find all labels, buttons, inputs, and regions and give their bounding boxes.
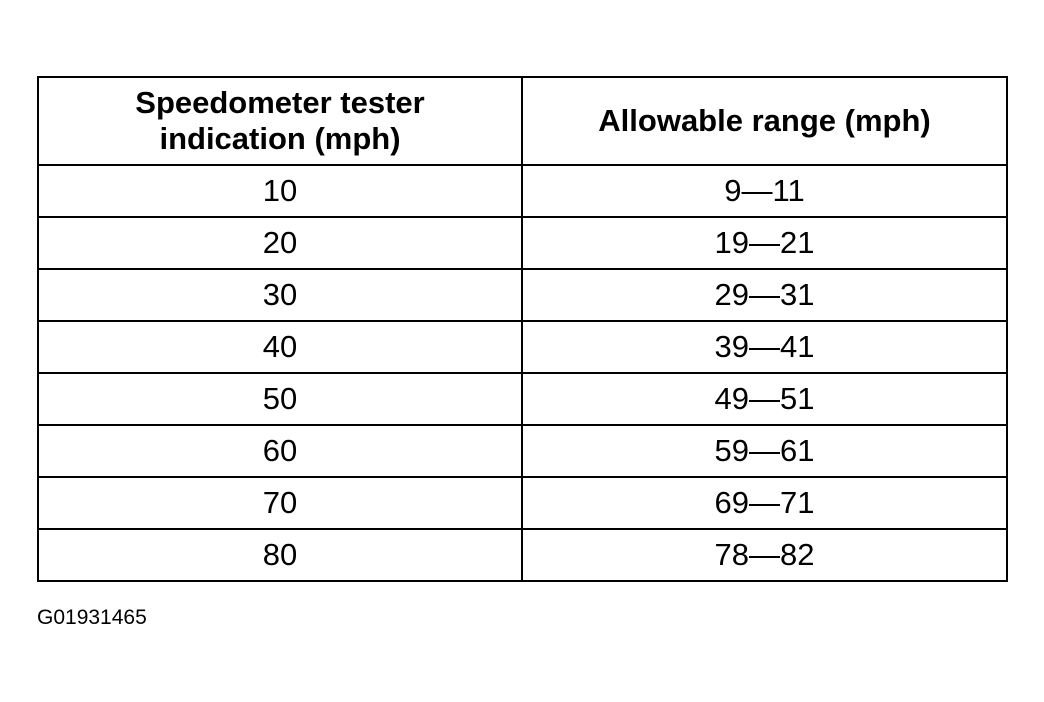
speed-cell: 60 <box>37 424 523 478</box>
range-cell: 78—82 <box>521 528 1008 582</box>
header-cell: Allowable range (mph) <box>521 76 1008 166</box>
table-row: 60 59—61 <box>37 424 1008 478</box>
speed-cell: 20 <box>37 216 523 270</box>
table-row: 10 9—11 <box>37 164 1008 218</box>
speed-cell: 50 <box>37 372 523 426</box>
range-cell: 9—11 <box>521 164 1008 218</box>
table-row: 80 78—82 <box>37 528 1008 582</box>
header-text: Speedometer tester indication (mph) <box>135 85 425 156</box>
range-cell: 49—51 <box>521 372 1008 426</box>
range-cell: 59—61 <box>521 424 1008 478</box>
range-cell: 39—41 <box>521 320 1008 374</box>
spec-table: Speedometer tester indication (mph) Allo… <box>37 76 1008 582</box>
table-row: 50 49—51 <box>37 372 1008 426</box>
header-cell: Speedometer tester indication (mph) <box>37 76 523 166</box>
speed-cell: 80 <box>37 528 523 582</box>
header-row: Speedometer tester indication (mph) Allo… <box>37 76 1008 166</box>
table-row: 70 69—71 <box>37 476 1008 530</box>
speed-cell: 40 <box>37 320 523 374</box>
table-body: 10 9—11 20 19—21 30 29—31 40 39—41 50 49—51 60 59—6… <box>37 164 1008 582</box>
table-row: 40 39—41 <box>37 320 1008 374</box>
table-header: Speedometer tester indication (mph) Allo… <box>37 76 1008 166</box>
speed-cell: 30 <box>37 268 523 322</box>
figure-code: G01931465 <box>37 606 147 629</box>
speed-cell: 10 <box>37 164 523 218</box>
range-cell: 69—71 <box>521 476 1008 530</box>
table-row: 30 29—31 <box>37 268 1008 322</box>
range-cell: 19—21 <box>521 216 1008 270</box>
table-row: 20 19—21 <box>37 216 1008 270</box>
header-text: Allowable range (mph) <box>598 103 931 138</box>
speed-cell: 70 <box>37 476 523 530</box>
range-cell: 29—31 <box>521 268 1008 322</box>
